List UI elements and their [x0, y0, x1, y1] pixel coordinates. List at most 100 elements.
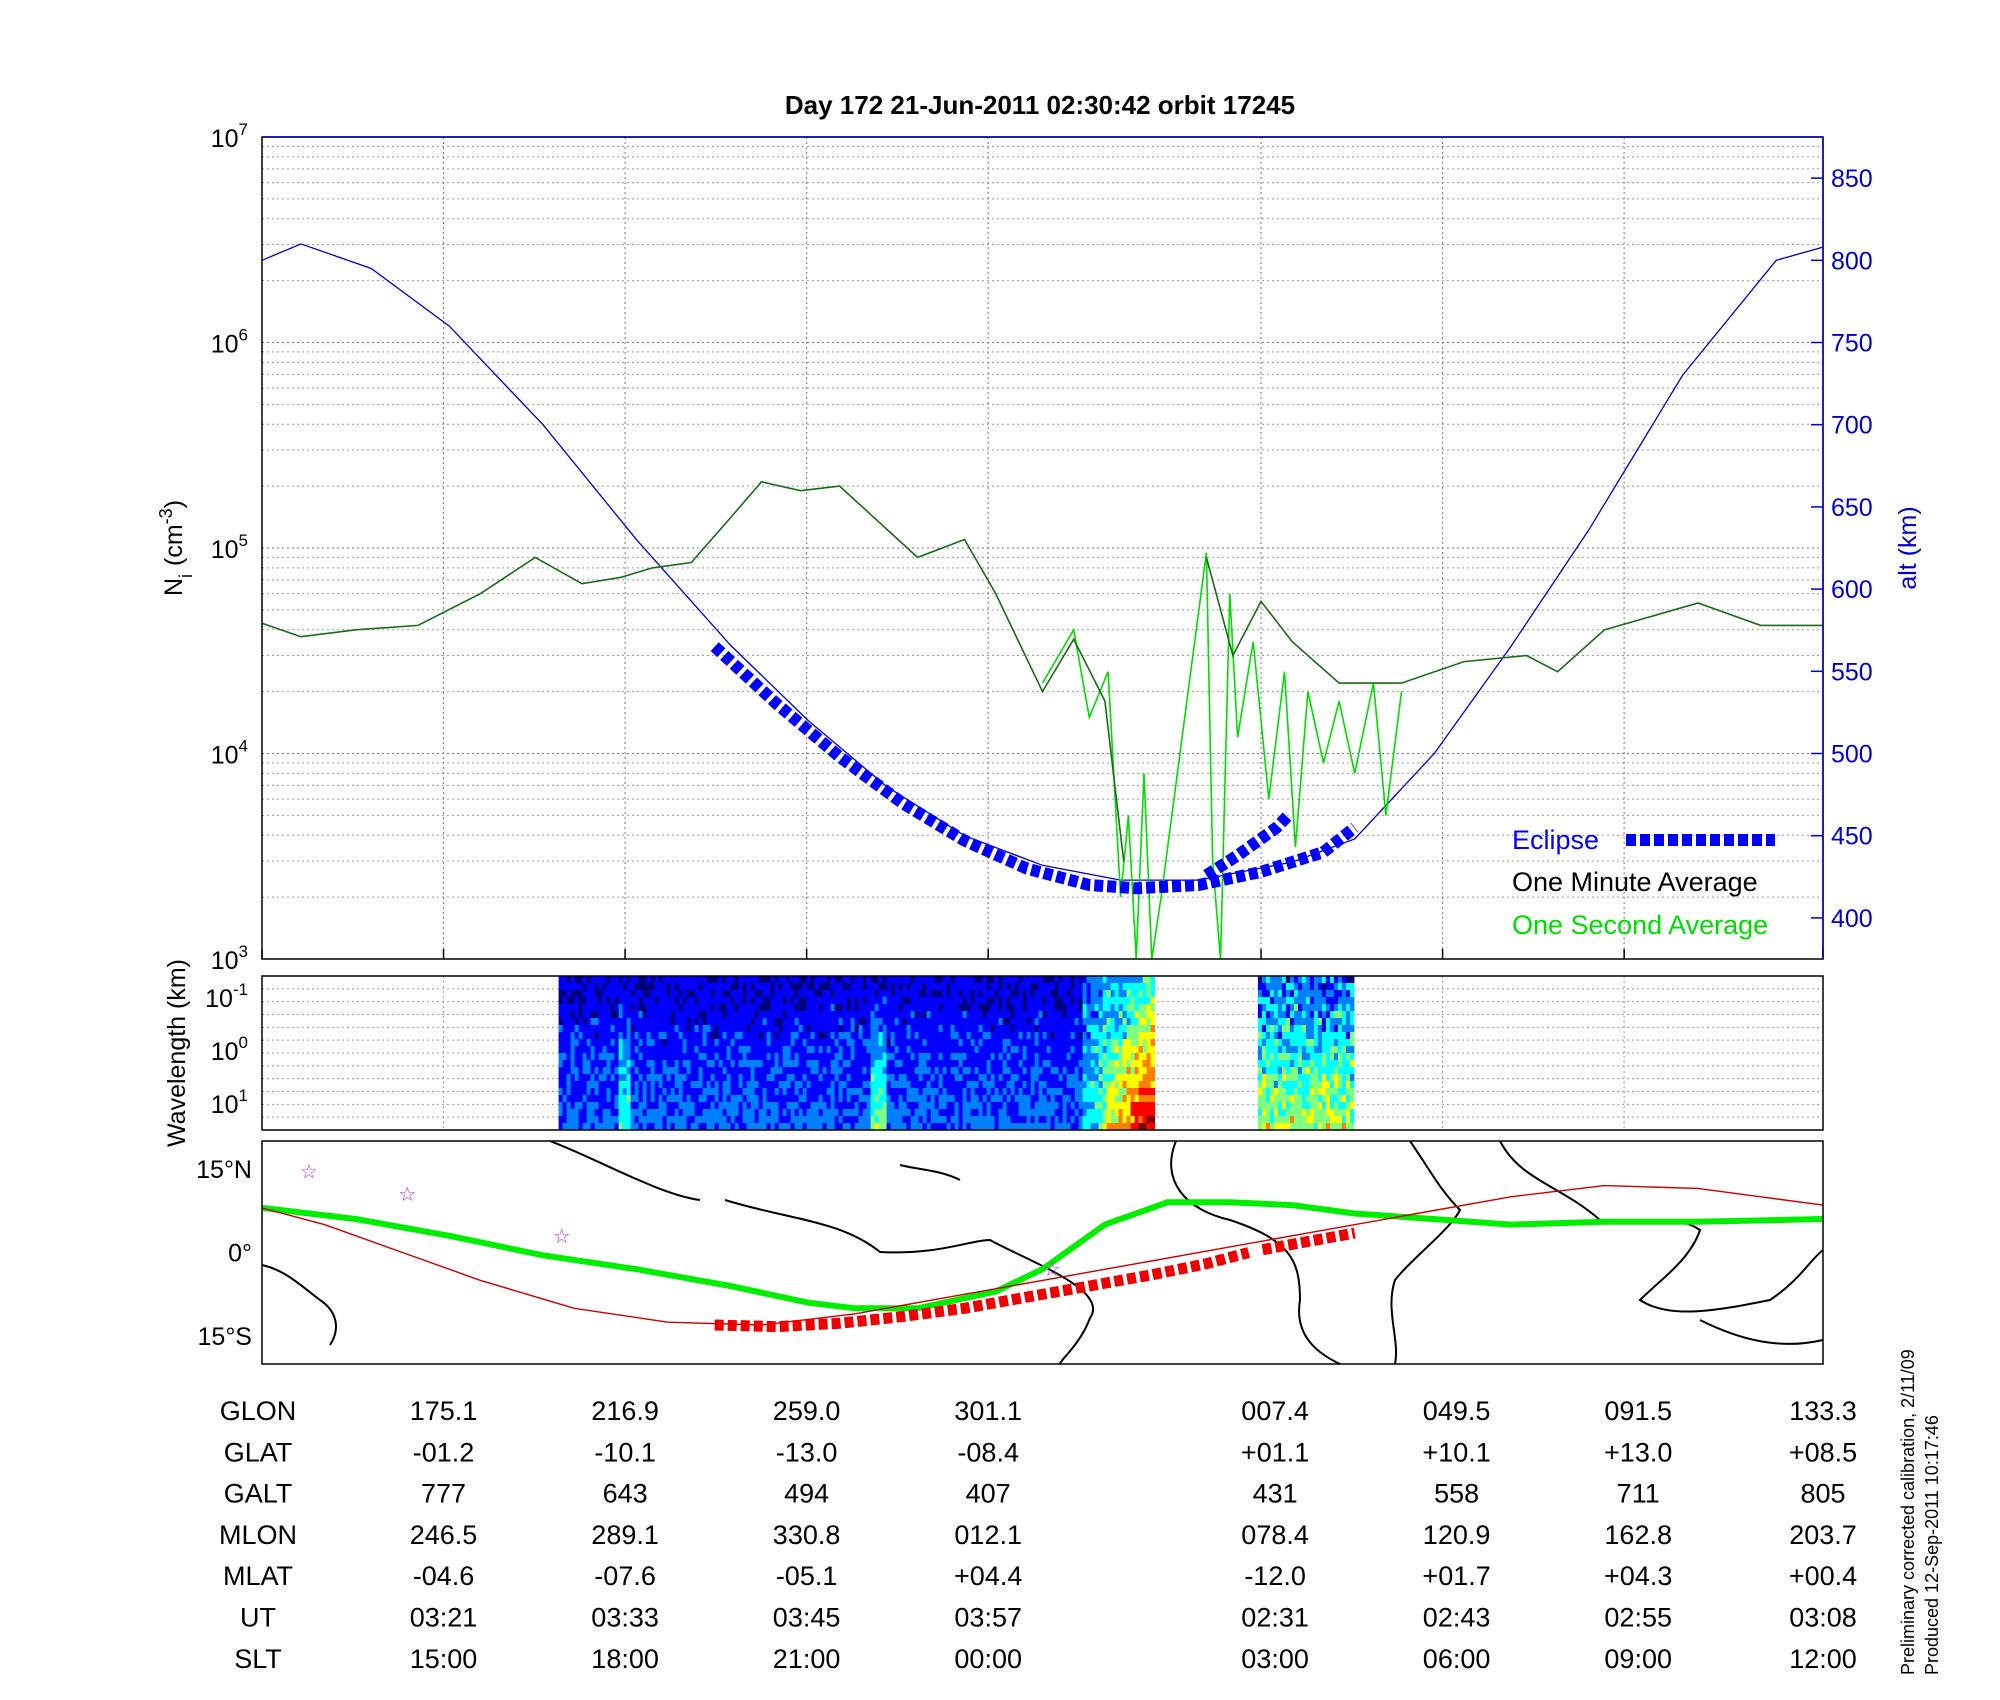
spectrogram-cell [1289, 1067, 1295, 1075]
spectrogram-cell [618, 1067, 624, 1075]
spectrogram-cell [666, 1102, 672, 1110]
spectrogram-cell [1034, 983, 1040, 991]
spectrogram-cell [1126, 1109, 1132, 1117]
spectrogram-cell [954, 1074, 960, 1082]
spectrogram-cell [1265, 1081, 1271, 1089]
table-cell: 805 [1800, 1479, 1845, 1509]
spectrogram-cell [938, 976, 944, 984]
spectrogram-cell [950, 1095, 956, 1103]
spectrogram-cell [910, 976, 916, 984]
spectrogram-cell [734, 997, 740, 1005]
spectrogram-cell [694, 1011, 700, 1019]
spectrogram-cell [970, 1123, 976, 1131]
table-cell: 711 [1617, 1479, 1660, 1509]
spectrogram-cell [910, 1018, 916, 1026]
spectrogram-cell [934, 1095, 940, 1103]
spectrogram-cell [1305, 1060, 1311, 1068]
spectrogram-cell [718, 1025, 724, 1033]
spectrogram-cell [874, 1032, 880, 1040]
spectrogram-cell [962, 990, 968, 998]
spectrogram-cell [1269, 1109, 1275, 1117]
spectrogram-cell [1114, 1053, 1120, 1061]
spectrogram-cell [742, 1032, 748, 1040]
spectrogram-cell [558, 1081, 564, 1089]
spectrogram-cell [574, 1102, 580, 1110]
spectrogram-cell [1345, 1088, 1351, 1096]
spectrogram-cell [646, 1004, 652, 1012]
spectrogram-cell [638, 990, 644, 998]
spectrogram-cell [954, 1102, 960, 1110]
spectrogram-cell [862, 1004, 868, 1012]
spectrogram-cell [1106, 1088, 1112, 1096]
spectrogram-cell [578, 1018, 584, 1026]
spectrogram-cell [842, 1060, 848, 1068]
spectrogram-cell [874, 1060, 880, 1068]
spectrogram-cell [762, 1102, 768, 1110]
spectrogram-cell [878, 1074, 884, 1082]
spectrogram-cell [938, 983, 944, 991]
spectrogram-cell [966, 1046, 972, 1054]
spectrogram-cell [1313, 976, 1319, 984]
spectrogram-cell [1134, 990, 1140, 998]
spectrogram-cell [658, 1039, 664, 1047]
spectrogram-cell [930, 1095, 936, 1103]
spectrogram-cell [986, 1123, 992, 1131]
table-cell: +00.4 [1789, 1561, 1857, 1591]
spectrogram-cell [846, 1004, 852, 1012]
spectrogram-cell [738, 1116, 744, 1124]
spectrogram-cell [1345, 983, 1351, 991]
spectrogram-cell [834, 1039, 840, 1047]
spectrogram-cell [814, 1011, 820, 1019]
spectrogram-cell [738, 983, 744, 991]
spectrogram-cell [626, 1039, 632, 1047]
spectrogram-cell [902, 976, 908, 984]
spectrogram-cell [1002, 1116, 1008, 1124]
spectrogram-cell [1050, 1018, 1056, 1026]
spectrogram-cell [1054, 1053, 1060, 1061]
spectrogram-cell [1285, 1053, 1291, 1061]
spectrogram-cell [1257, 1025, 1263, 1033]
spectrogram-cell [922, 1032, 928, 1040]
spectrogram-cell [978, 1046, 984, 1054]
spectrogram-cell [910, 1025, 916, 1033]
spectrogram-cell [1150, 1025, 1156, 1033]
spectrogram-cell [738, 1018, 744, 1026]
spectrogram-cell [778, 1004, 784, 1012]
alt-tick-label: 800 [1831, 247, 1873, 275]
spectrogram-cell [586, 1109, 592, 1117]
spectrogram-cell [926, 1088, 932, 1096]
spectrogram-cell [1126, 1011, 1132, 1019]
spectrogram-cell [1293, 1004, 1299, 1012]
spectrogram-cell [562, 1088, 568, 1096]
spectrogram-cell [906, 1081, 912, 1089]
spectrogram-cell [1293, 983, 1299, 991]
spectrogram-cell [610, 1004, 616, 1012]
table-cell: 03:57 [954, 1603, 1022, 1633]
spectrogram-cell [1110, 1046, 1116, 1054]
spectrogram-cell [674, 1046, 680, 1054]
spectrogram-cell [950, 1074, 956, 1082]
spectrogram-cell [1038, 1018, 1044, 1026]
spectrogram-cell [1122, 1053, 1128, 1061]
spectrogram-cell [702, 1004, 708, 1012]
spectrogram-cell [970, 983, 976, 991]
spectrogram-cell [1006, 1116, 1012, 1124]
spectrogram-cell [782, 983, 788, 991]
legend-one-minute-label: One Minute Average [1512, 867, 1758, 897]
spectrogram-cell [694, 1004, 700, 1012]
spectrogram-cell [1142, 1109, 1148, 1117]
spectrogram-cell [1349, 1088, 1355, 1096]
spectrogram-cell [670, 1116, 676, 1124]
spectrogram-cell [762, 1011, 768, 1019]
spectrogram-cell [566, 1046, 572, 1054]
spectrogram-cell [786, 1018, 792, 1026]
spectrogram-cell [890, 1102, 896, 1110]
alt-tick-label: 700 [1831, 412, 1873, 440]
spectrogram-cell [838, 1088, 844, 1096]
spectrogram-cell [670, 1032, 676, 1040]
spectrogram-cell [994, 1060, 1000, 1068]
spectrogram-cell [638, 1123, 644, 1131]
spectrogram-cell [1273, 1039, 1279, 1047]
spectrogram-cell [842, 1004, 848, 1012]
spectrogram-cell [1038, 1067, 1044, 1075]
